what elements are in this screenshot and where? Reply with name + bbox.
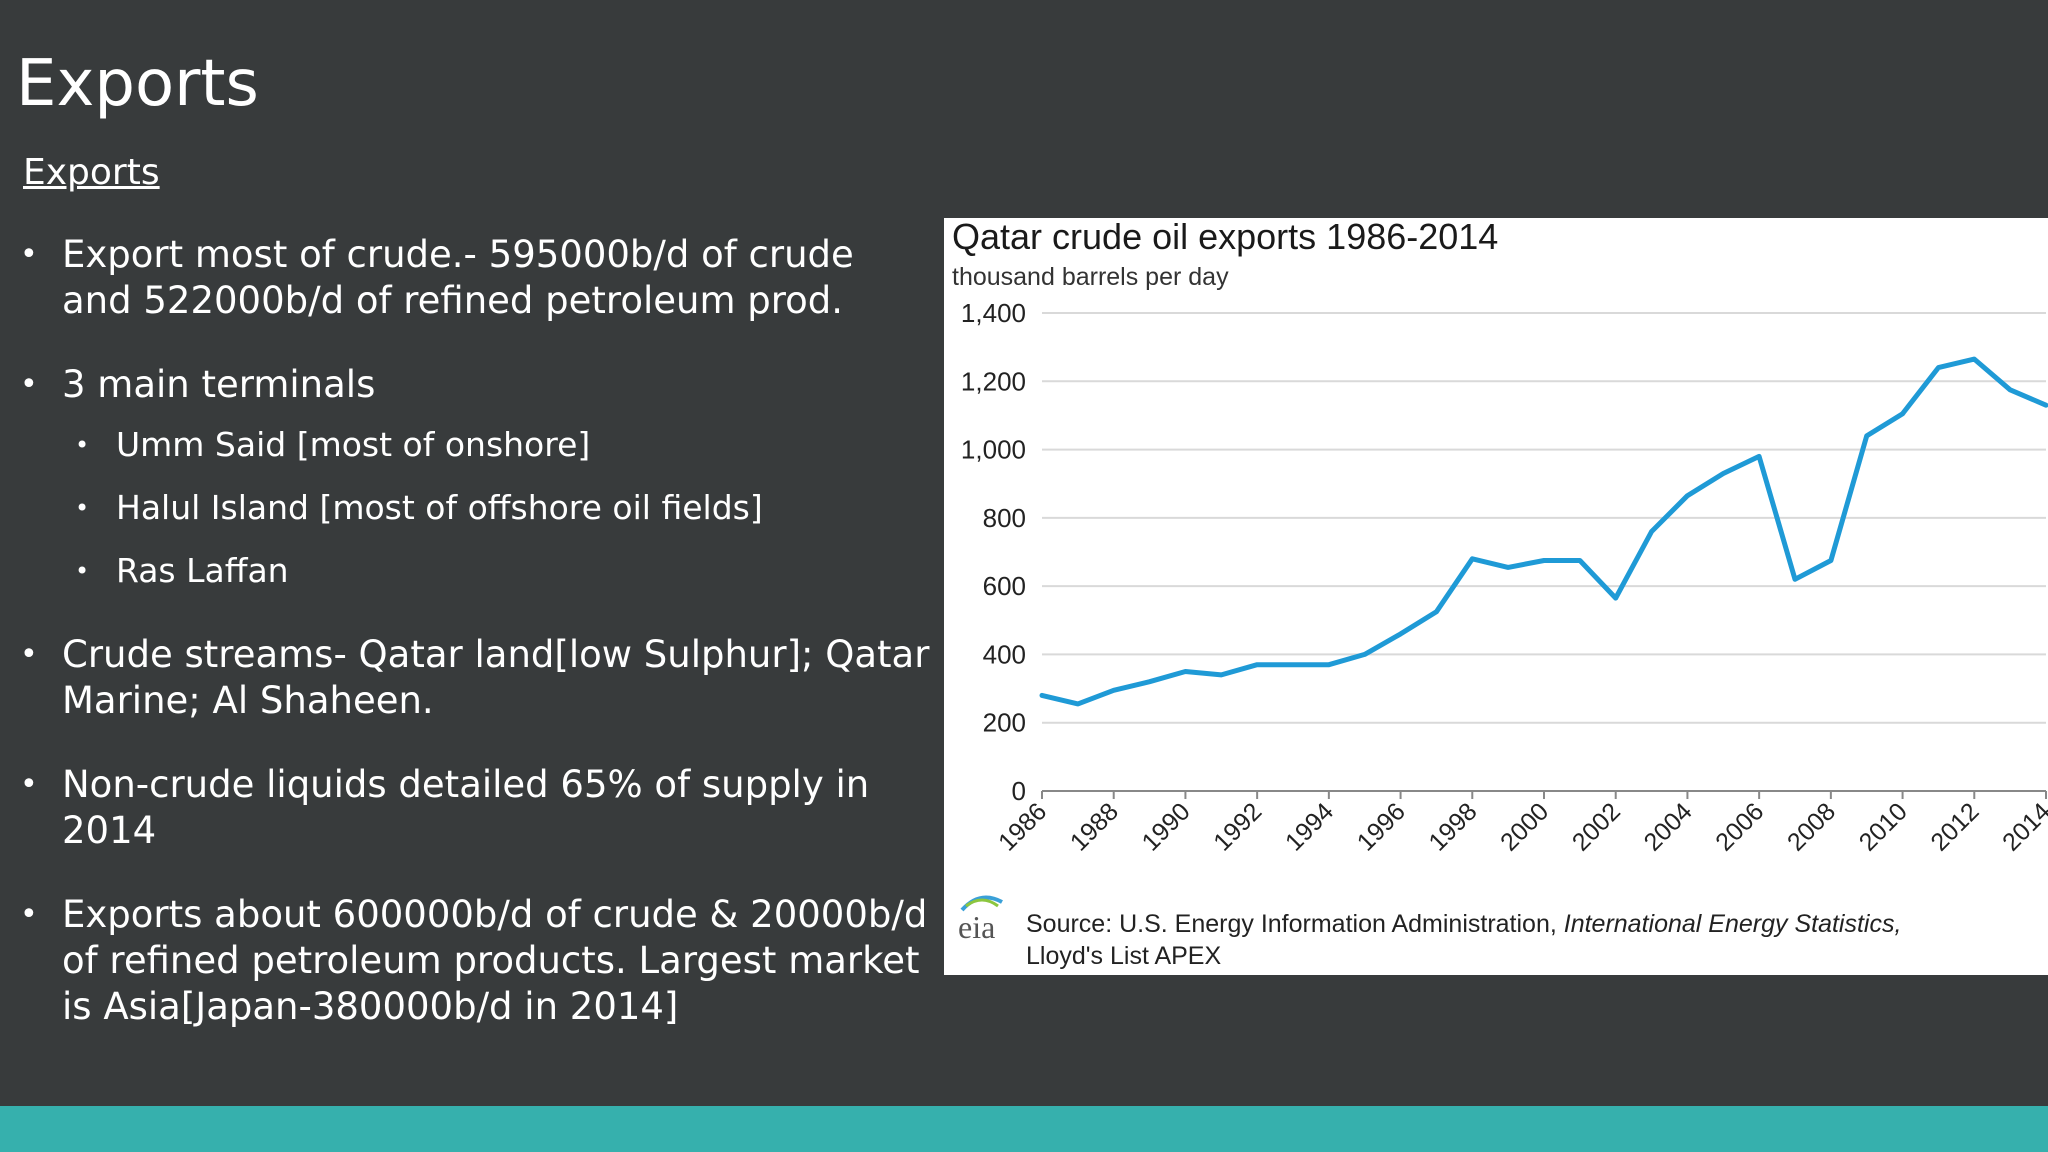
x-tick-label: 1988 xyxy=(1065,797,1124,856)
y-tick-label: 1,200 xyxy=(961,366,1026,396)
sub-bullet-ras-laffan: Ras Laffan xyxy=(0,548,935,594)
y-tick-label: 400 xyxy=(983,639,1026,669)
x-tick-label: 2014 xyxy=(1997,797,2048,856)
x-tick-label: 2006 xyxy=(1710,797,1769,856)
eia-logo: eia xyxy=(958,895,1003,945)
sub-bullet-halul-island: Halul Island [most of offshore oil field… xyxy=(0,485,935,531)
y-tick-label: 1,000 xyxy=(961,435,1026,465)
bullet-exports-asia: Exports about 600000b/d of crude & 20000… xyxy=(0,892,935,1030)
chart-source-line-1: Source: U.S. Energy Information Administ… xyxy=(1026,910,1901,938)
y-tick-label: 200 xyxy=(983,708,1026,738)
x-tick-label: 2010 xyxy=(1854,797,1913,856)
x-tick-label: 1992 xyxy=(1208,797,1267,856)
bullet-crude-export: Export most of crude.- 595000b/d of crud… xyxy=(0,232,935,324)
bottom-accent-bar xyxy=(0,1106,2048,1152)
y-tick-label: 1,400 xyxy=(961,298,1026,328)
chart-panel: Qatar crude oil exports 1986-2014 thousa… xyxy=(944,218,2048,975)
line-chart: Qatar crude oil exports 1986-2014 thousa… xyxy=(952,218,2048,970)
y-tick-label: 800 xyxy=(983,503,1026,533)
bullet-list: Export most of crude.- 595000b/d of crud… xyxy=(0,232,935,1068)
chart-units-label: thousand barrels per day xyxy=(952,263,1229,291)
x-tick-label: 2004 xyxy=(1639,797,1698,856)
bullet-non-crude: Non-crude liquids detailed 65% of supply… xyxy=(0,762,935,854)
y-tick-label: 600 xyxy=(983,571,1026,601)
x-tick-label: 1998 xyxy=(1423,797,1482,856)
eia-logo-text: eia xyxy=(958,909,995,945)
x-tick-label: 1996 xyxy=(1352,797,1411,856)
series-line-crude-exports xyxy=(1039,356,2048,707)
slide-title: Exports xyxy=(16,47,259,121)
slide-subtitle: Exports xyxy=(23,152,160,193)
bullet-crude-streams: Crude streams- Qatar land[low Sulphur]; … xyxy=(0,632,935,724)
chart-title: Qatar crude oil exports 1986-2014 xyxy=(952,218,1498,257)
sub-bullet-umm-said: Umm Said [most of onshore] xyxy=(0,422,935,468)
chart-source-line-2: Lloyd's List APEX xyxy=(1026,942,1221,970)
x-tick-label: 2000 xyxy=(1495,797,1554,856)
x-tick-label: 1990 xyxy=(1137,797,1196,856)
x-tick-label: 2008 xyxy=(1782,797,1841,856)
bullet-terminals: 3 main terminals xyxy=(0,362,935,408)
x-tick-label: 2012 xyxy=(1925,797,1984,856)
x-tick-label: 1994 xyxy=(1280,797,1339,856)
x-tick-label: 2002 xyxy=(1567,797,1626,856)
x-tick-label: 1986 xyxy=(993,797,1052,856)
y-tick-label: 0 xyxy=(1012,776,1026,806)
